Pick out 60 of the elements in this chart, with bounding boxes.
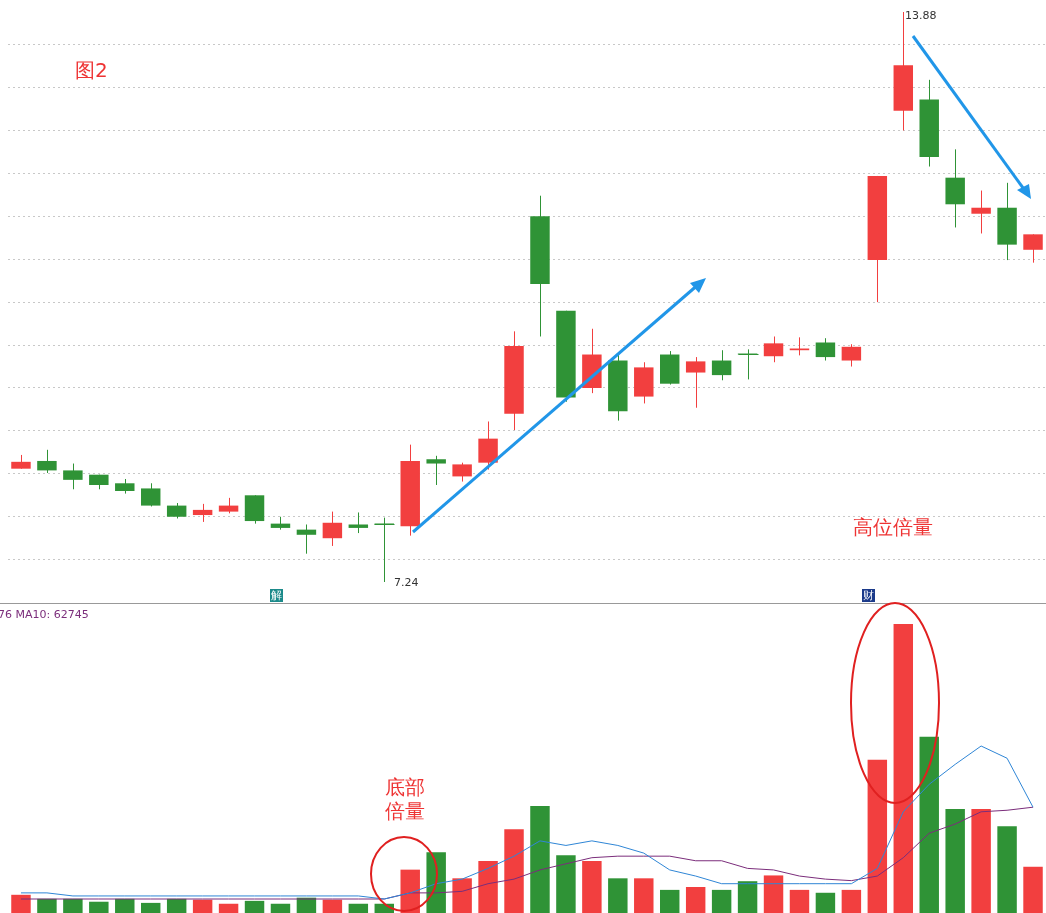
- text: 财: [862, 589, 875, 603]
- candlestick: [374, 517, 395, 583]
- bar: [270, 903, 291, 913]
- bar: [659, 889, 680, 913]
- bar: [348, 903, 369, 913]
- bar: [322, 899, 343, 913]
- bar: [893, 624, 914, 913]
- bar: [530, 806, 550, 913]
- bar: [244, 900, 265, 913]
- candlestick: [815, 337, 836, 362]
- candlestick: [426, 455, 446, 486]
- bar: [504, 829, 524, 913]
- bar: [218, 903, 239, 913]
- candlestick: [296, 523, 317, 555]
- bar: [789, 889, 810, 913]
- bar: [971, 808, 991, 913]
- candlestick: [452, 462, 472, 483]
- bar: [945, 808, 965, 913]
- candlestick: [322, 511, 343, 547]
- bar: [556, 855, 576, 913]
- bar: [815, 892, 836, 913]
- bar: [634, 878, 654, 913]
- bar: [37, 898, 57, 913]
- bar: [11, 894, 31, 913]
- bar: [89, 901, 109, 913]
- candlestick: [711, 349, 732, 381]
- candlestick: [737, 348, 759, 380]
- bar: [478, 860, 498, 913]
- candlestick: [348, 511, 369, 534]
- bar: [711, 889, 732, 913]
- bar: [140, 902, 161, 913]
- annotation: 高位倍量: [853, 515, 933, 539]
- bar: [867, 759, 888, 913]
- candlestick: [841, 343, 862, 368]
- bar: [685, 886, 706, 913]
- candlestick: [63, 463, 83, 490]
- text: 解: [270, 589, 283, 603]
- candlestick: [192, 503, 213, 523]
- annotation: 7.24: [394, 576, 419, 590]
- candlestick: [763, 335, 784, 363]
- annotation: 13.88: [905, 9, 937, 23]
- candlestick: [971, 190, 991, 234]
- bar: [997, 826, 1017, 913]
- candlestick: [1023, 233, 1043, 264]
- bar: [763, 875, 784, 913]
- bar: [452, 878, 472, 913]
- candlestick: [37, 449, 57, 474]
- bar: [1023, 866, 1043, 913]
- bar: [919, 736, 939, 913]
- bar: [737, 881, 758, 913]
- bar: [115, 898, 135, 913]
- bar: [841, 889, 862, 913]
- bar: [582, 860, 602, 913]
- bar: [608, 878, 628, 913]
- annotation: 图2: [75, 58, 108, 82]
- candlestick: [685, 356, 706, 409]
- annotation: 底部倍量: [385, 775, 426, 823]
- bar: [192, 899, 213, 913]
- bar: [63, 898, 83, 913]
- bar: [400, 869, 420, 913]
